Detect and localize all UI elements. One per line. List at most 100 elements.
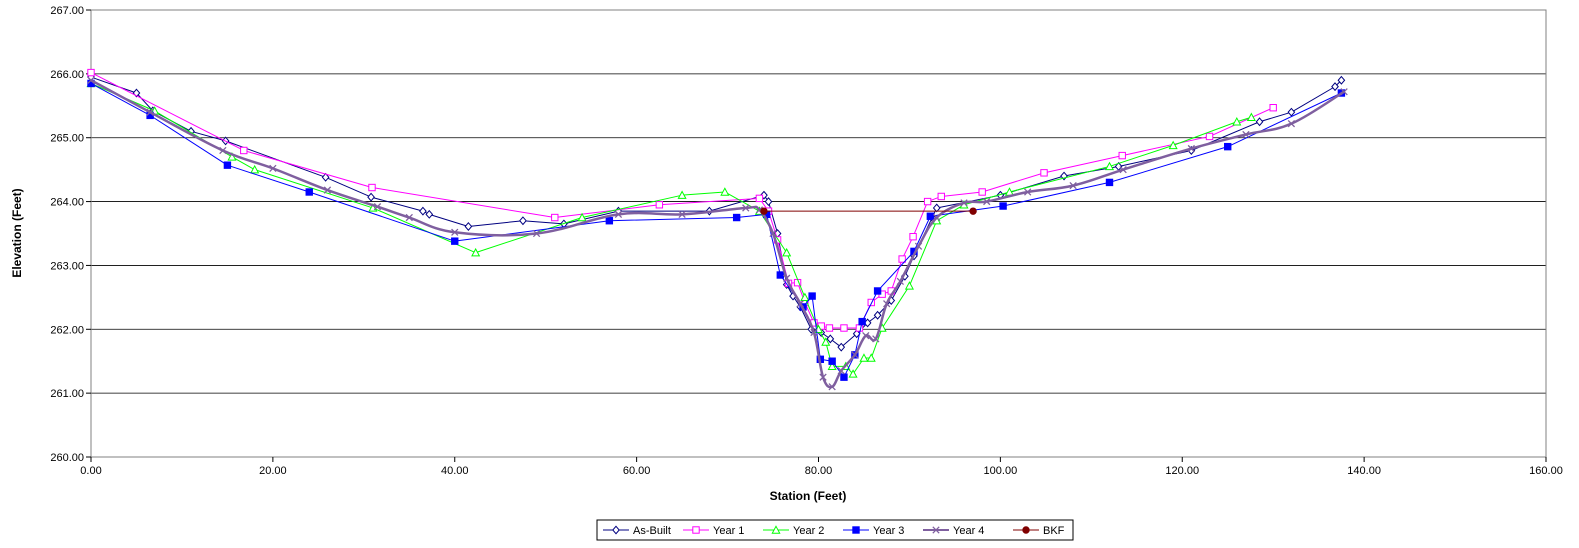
data-point bbox=[769, 229, 777, 238]
data-point bbox=[983, 197, 991, 206]
legend-box bbox=[596, 519, 1074, 541]
data-point bbox=[937, 192, 945, 201]
data-point bbox=[612, 525, 620, 535]
data-point bbox=[1187, 144, 1195, 153]
data-point bbox=[776, 271, 785, 279]
data-point bbox=[227, 152, 237, 161]
data-point bbox=[960, 199, 968, 207]
x-tick-label: 80.00 bbox=[805, 465, 833, 477]
data-point bbox=[859, 353, 869, 362]
series-year-2 bbox=[86, 78, 1256, 378]
data-point bbox=[1255, 117, 1264, 127]
y-tick-label: 267.00 bbox=[50, 5, 84, 17]
series-layer bbox=[86, 68, 1348, 391]
data-point bbox=[471, 247, 481, 257]
data-point bbox=[1040, 169, 1048, 177]
data-point bbox=[764, 197, 773, 207]
series-line bbox=[90, 72, 1274, 329]
x-tick-label: 0.00 bbox=[80, 465, 101, 477]
data-point bbox=[932, 526, 940, 534]
data-point bbox=[1022, 526, 1030, 534]
data-point bbox=[323, 186, 332, 194]
data-point bbox=[321, 172, 330, 182]
x-tick-label: 100.00 bbox=[984, 465, 1018, 477]
data-point bbox=[837, 342, 846, 352]
data-point bbox=[852, 526, 860, 534]
data-point bbox=[1224, 142, 1232, 151]
data-point bbox=[1331, 82, 1339, 92]
data-point bbox=[828, 357, 836, 365]
data-point bbox=[827, 361, 837, 371]
legend-item: As-Built bbox=[603, 525, 671, 537]
x-tick-label: 20.00 bbox=[259, 465, 287, 477]
data-point bbox=[914, 242, 923, 250]
data-point bbox=[933, 213, 941, 222]
data-point bbox=[464, 222, 473, 231]
legend-label: Year 4 bbox=[953, 525, 984, 537]
data-point bbox=[796, 300, 804, 308]
data-point bbox=[872, 335, 880, 343]
x-tick-label: 120.00 bbox=[1165, 465, 1199, 477]
data-point bbox=[219, 146, 227, 155]
data-point bbox=[782, 247, 792, 257]
series-year-4 bbox=[87, 76, 1348, 391]
data-point bbox=[926, 212, 935, 220]
data-point bbox=[755, 194, 764, 203]
data-point bbox=[1287, 107, 1296, 117]
legend-label: Year 1 bbox=[713, 525, 744, 537]
data-point bbox=[223, 161, 232, 169]
legend-label: As-Built bbox=[633, 525, 671, 537]
data-point bbox=[866, 353, 876, 362]
data-point bbox=[1024, 188, 1032, 196]
data-point bbox=[368, 183, 376, 192]
data-point bbox=[873, 310, 882, 320]
x-tick-label: 40.00 bbox=[441, 465, 469, 477]
data-point bbox=[873, 287, 882, 295]
data-point bbox=[851, 351, 859, 359]
data-point bbox=[305, 188, 313, 196]
data-point bbox=[1119, 165, 1127, 174]
data-point bbox=[883, 300, 891, 308]
y-tick-label: 265.00 bbox=[50, 133, 84, 145]
data-point bbox=[551, 213, 559, 222]
data-point bbox=[840, 373, 848, 381]
legend-item: Year 4 bbox=[923, 525, 984, 537]
y-tick-label: 263.00 bbox=[50, 260, 84, 272]
data-point bbox=[1340, 88, 1348, 96]
data-point bbox=[1232, 116, 1242, 126]
data-point bbox=[146, 108, 154, 116]
data-point bbox=[405, 213, 413, 222]
data-point bbox=[862, 332, 870, 340]
data-point bbox=[1205, 132, 1214, 141]
data-point bbox=[826, 334, 835, 344]
x-tick-label: 160.00 bbox=[1529, 465, 1563, 477]
data-point bbox=[532, 229, 541, 238]
series-line bbox=[90, 82, 1252, 375]
legend-item: Year 2 bbox=[763, 525, 824, 537]
data-point bbox=[1069, 181, 1077, 190]
legend-item: BKF bbox=[1013, 525, 1065, 537]
data-point bbox=[678, 210, 686, 219]
legend-item: Year 1 bbox=[683, 525, 744, 537]
data-point bbox=[677, 190, 687, 199]
data-point bbox=[425, 209, 434, 219]
data-point bbox=[250, 164, 260, 174]
legend-label: Year 3 bbox=[873, 525, 904, 537]
data-point bbox=[1105, 178, 1114, 187]
data-point bbox=[577, 212, 587, 222]
data-point bbox=[692, 526, 700, 534]
y-tick-label: 266.00 bbox=[50, 69, 84, 81]
series-bkf bbox=[760, 207, 977, 215]
data-point bbox=[1287, 120, 1296, 128]
plot-area bbox=[91, 10, 1546, 457]
y-tick-label: 260.00 bbox=[50, 452, 84, 464]
data-point bbox=[828, 383, 836, 391]
data-point bbox=[771, 525, 781, 534]
data-point bbox=[605, 217, 614, 225]
data-point bbox=[808, 292, 816, 300]
data-point bbox=[451, 228, 459, 236]
data-point bbox=[848, 369, 858, 378]
data-point bbox=[867, 298, 875, 307]
series-line bbox=[90, 76, 1342, 348]
